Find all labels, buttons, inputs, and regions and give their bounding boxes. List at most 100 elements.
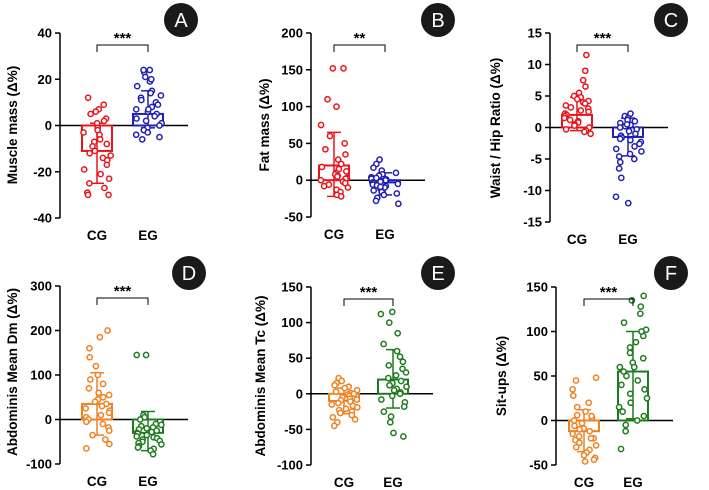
data-point-cg xyxy=(590,456,598,464)
y-tick-label: -20 xyxy=(33,164,52,179)
data-point-eg xyxy=(376,156,383,163)
data-point-eg xyxy=(154,101,162,109)
data-point-eg xyxy=(147,89,154,97)
data-point-cg xyxy=(324,95,331,103)
data-point-eg xyxy=(627,399,635,407)
data-point-cg xyxy=(84,94,92,102)
data-point-eg xyxy=(142,117,150,125)
x-category-label-cg: CG xyxy=(574,475,594,490)
data-point-eg xyxy=(641,386,648,393)
data-point-eg xyxy=(380,191,388,199)
data-point-cg xyxy=(561,114,568,122)
data-point-cg xyxy=(100,117,108,125)
y-tick-label: 100 xyxy=(281,99,303,114)
data-point-cg xyxy=(89,431,96,439)
y-tick-label: -100 xyxy=(26,457,52,472)
significance-label: *** xyxy=(114,283,132,300)
data-point-cg xyxy=(80,166,88,173)
y-tick-label: -100 xyxy=(277,458,303,473)
x-category-label-cg: CG xyxy=(324,227,344,242)
y-tick-label: 150 xyxy=(281,62,303,77)
data-point-eg xyxy=(633,417,641,424)
data-point-eg xyxy=(392,371,400,379)
data-point-cg xyxy=(86,353,94,361)
y-tick-label: 5 xyxy=(535,89,542,104)
data-point-eg xyxy=(640,412,648,420)
data-point-eg xyxy=(615,165,623,172)
data-point-eg xyxy=(370,187,378,194)
data-point-cg xyxy=(100,101,108,109)
y-tick-label: 200 xyxy=(30,323,52,338)
data-point-eg xyxy=(384,374,392,382)
data-point-eg xyxy=(626,344,634,351)
data-point-cg xyxy=(82,405,90,412)
x-category-label-eg: EG xyxy=(623,475,643,490)
data-point-cg xyxy=(99,420,107,428)
data-point-cg xyxy=(103,161,111,169)
data-point-cg xyxy=(84,191,92,199)
y-axis-label: Fat mass (Δ%) xyxy=(257,79,272,172)
data-point-eg xyxy=(141,73,149,81)
y-tick-label: 0 xyxy=(535,120,542,135)
data-point-eg xyxy=(372,174,380,182)
data-point-cg xyxy=(341,140,349,147)
data-point-cg xyxy=(326,132,334,140)
significance-label: *** xyxy=(600,284,618,301)
significance-bracket xyxy=(576,44,629,52)
data-point-eg xyxy=(620,319,628,326)
data-point-cg xyxy=(337,193,345,200)
data-point-eg xyxy=(615,153,623,160)
significance-bracket xyxy=(343,298,394,306)
data-point-cg xyxy=(328,401,336,408)
data-point-cg xyxy=(573,403,581,411)
data-point-cg xyxy=(344,184,352,191)
panel-letter: F xyxy=(665,263,677,285)
data-point-cg xyxy=(95,389,103,397)
data-point-cg xyxy=(91,398,99,406)
data-point-cg xyxy=(585,108,592,116)
data-point-eg xyxy=(390,429,397,437)
panel-badge xyxy=(164,3,198,37)
data-point-cg xyxy=(317,176,325,184)
data-point-cg xyxy=(329,64,337,72)
data-point-eg xyxy=(638,328,645,335)
data-point-cg xyxy=(586,427,594,435)
data-point-eg xyxy=(132,105,140,113)
data-point-eg xyxy=(625,127,633,135)
y-tick-label: -50 xyxy=(284,210,303,225)
data-point-eg xyxy=(147,75,155,83)
data-point-eg xyxy=(617,445,625,453)
data-point-eg xyxy=(394,329,402,337)
data-point-cg xyxy=(578,419,586,427)
y-tick-label: 100 xyxy=(281,315,303,330)
significance-bracket xyxy=(583,298,634,306)
y-tick-label: 50 xyxy=(534,369,548,384)
y-tick-label: -15 xyxy=(523,215,542,230)
data-point-cg xyxy=(570,417,578,424)
data-point-cg xyxy=(585,399,593,407)
data-point-cg xyxy=(97,411,105,419)
data-point-cg xyxy=(96,136,104,143)
y-tick-label: 0 xyxy=(296,386,303,401)
data-point-cg xyxy=(351,416,359,423)
data-point-cg xyxy=(107,152,114,159)
data-point-eg xyxy=(638,148,645,155)
y-tick-label: 50 xyxy=(289,136,303,151)
y-tick-label: 0 xyxy=(45,118,52,133)
data-point-eg xyxy=(138,136,146,143)
data-point-eg xyxy=(378,396,385,403)
data-point-cg xyxy=(581,458,589,465)
data-point-cg xyxy=(572,377,580,384)
data-point-cg xyxy=(338,377,346,385)
data-point-cg xyxy=(581,100,589,107)
panel-letter: A xyxy=(174,10,188,32)
panel-f: -50 0 50 100 150 Sit-ups (Δ%) CG EG *** F xyxy=(494,256,688,490)
data-point-cg xyxy=(330,422,338,430)
data-point-cg xyxy=(581,128,588,136)
data-point-eg xyxy=(380,408,388,415)
panel-d: -100 0 100 200 300 Abdominis Mean Dm (Δ%) CG EG… xyxy=(5,256,206,489)
data-point-eg xyxy=(151,112,159,120)
data-point-cg xyxy=(571,422,578,430)
panel-a: -40 -20 0 20 40 Muscle mass (Δ%) CG EG *** A xyxy=(5,3,198,243)
